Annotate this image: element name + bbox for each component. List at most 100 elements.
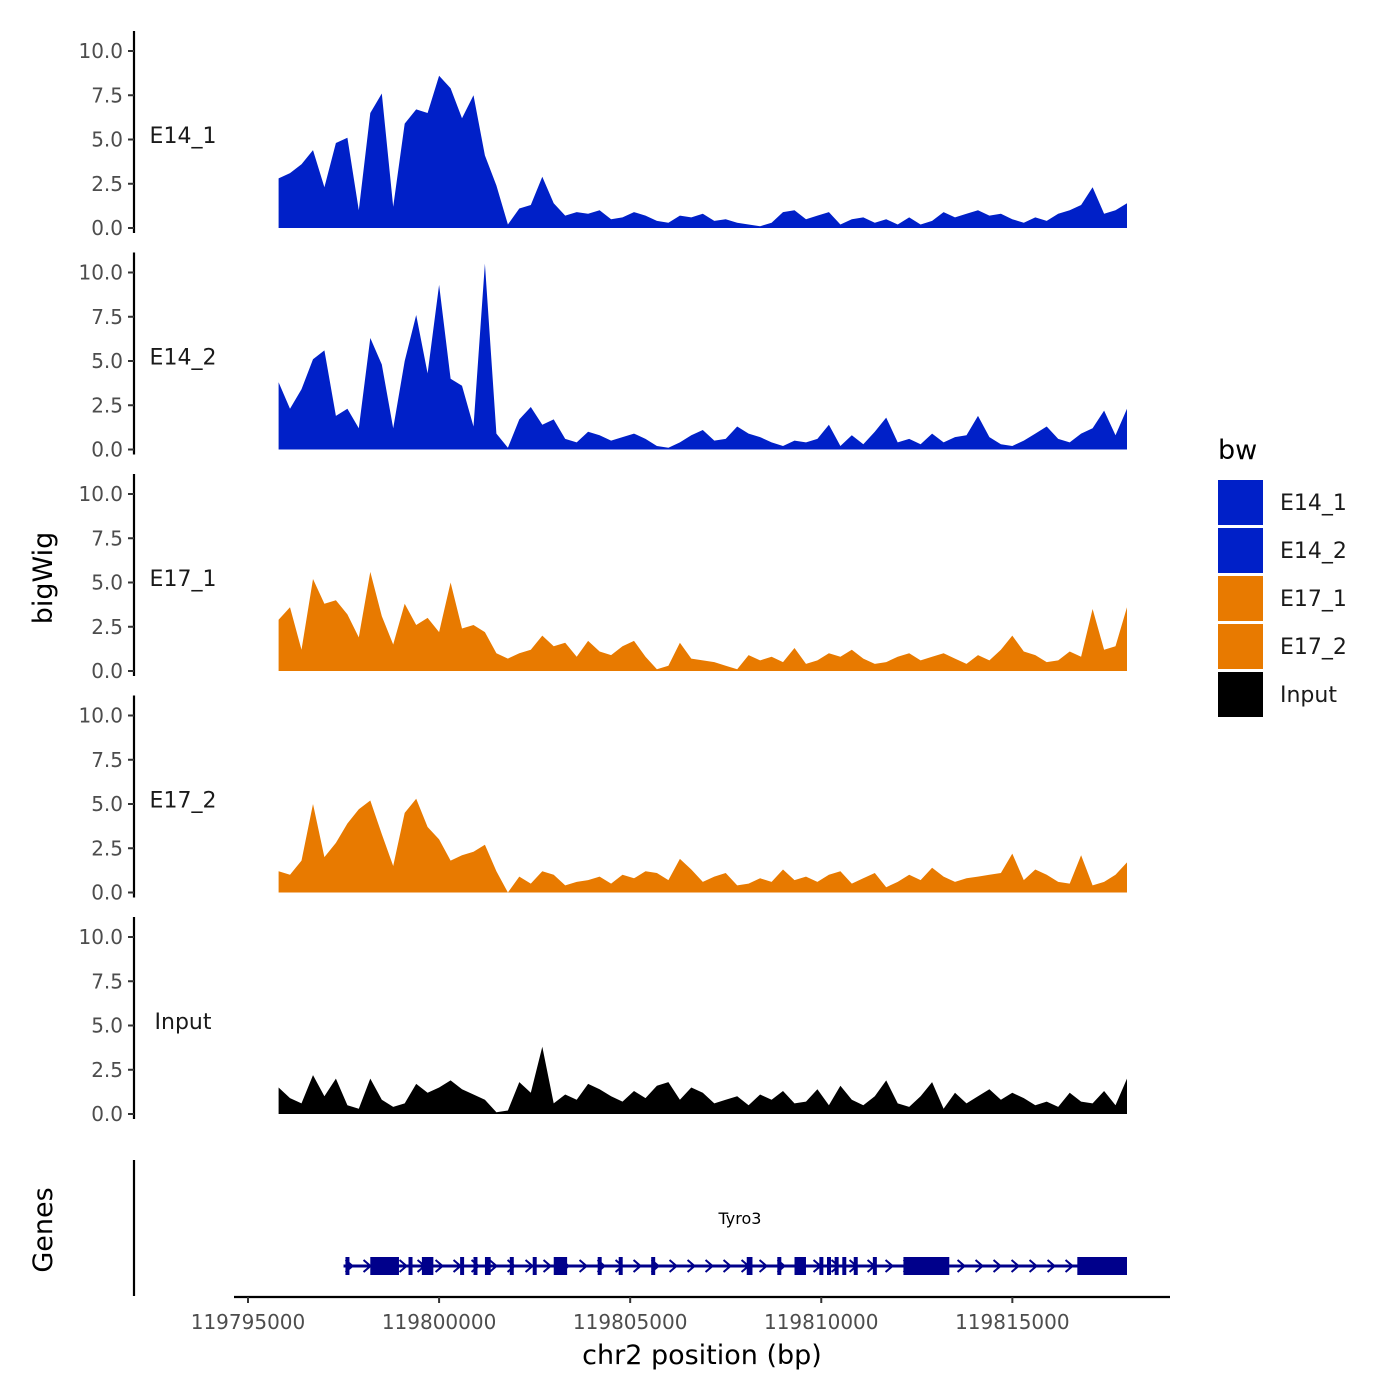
strand-arrow [956,1259,967,1273]
gene-exon [651,1257,656,1275]
legend-label-e17_2: E17_2 [1280,635,1347,660]
y-tick-label: 5.0 [91,349,123,373]
y-tick-label: 2.5 [91,836,123,860]
track-input: 0.0 2.5 5.0 7.5 10.0 Input [78,917,1128,1126]
gene-exon [618,1257,623,1275]
gene-exon [819,1257,824,1275]
legend-label-e17_1: E17_1 [1280,587,1347,612]
legend-swatch-e17_1 [1218,576,1263,621]
legend-title: bw [1218,435,1257,466]
genes-axis-title: Genes [28,1187,59,1272]
area-e17_2 [278,798,1128,893]
x-tick-label: 119800000 [382,1310,497,1334]
strand-arrow [974,1259,985,1273]
strand-arrow [488,1259,499,1273]
strand-arrow [542,1259,553,1273]
y-tick-label: 5.0 [91,792,123,816]
gene-exon [484,1257,491,1275]
y-tick-label: 5.0 [91,128,123,152]
strand-arrow [578,1259,589,1273]
gene-exon [842,1257,847,1275]
gene-exon [853,1257,858,1275]
legend: bw E14_1 E14_2 E17_1 E17_2 Input [1218,435,1347,717]
y-tick-label: 2.5 [91,393,123,417]
signal-tracks: 0.0 2.5 5.0 7.5 10.0 E14_1 0.0 2.5 5.0 7.5 10.0 E14… [78,31,1128,1126]
legend-label-e14_1: E14_1 [1280,491,1347,516]
y-tick-label: 10.0 [78,39,123,63]
strand-arrow [524,1259,535,1273]
gene-name-label: Tyro3 [718,1209,762,1228]
y-tick-label: 0.0 [91,659,123,683]
legend-swatch-e17_2 [1218,624,1263,669]
gene-exon [421,1257,434,1275]
strand-arrow [434,1259,445,1273]
gene-exon [473,1257,478,1275]
y-tick-label: 10.0 [78,482,123,506]
strand-arrow [1064,1259,1075,1273]
legend-swatch-e14_2 [1218,528,1263,573]
gene-exon [370,1257,399,1275]
y-tick-label: 2.5 [91,615,123,639]
legend-label-e14_2: E14_2 [1280,539,1347,564]
strand-arrow [668,1259,679,1273]
y-tick-label: 7.5 [91,83,123,107]
strand-arrow [1046,1259,1057,1273]
track-e14_1: 0.0 2.5 5.0 7.5 10.0 E14_1 [78,31,1128,240]
legend-swatch-e14_1 [1218,480,1263,525]
strand-arrow [704,1259,715,1273]
y-tick-label: 7.5 [91,748,123,772]
y-tick-label: 0.0 [91,881,123,905]
strand-arrow [884,1259,895,1273]
y-tick-label: 2.5 [91,172,123,196]
area-e14_2 [278,263,1128,450]
gene-exon [460,1257,465,1275]
track-e17_1: 0.0 2.5 5.0 7.5 10.0 E17_1 [78,474,1128,683]
strand-arrow [992,1259,1003,1273]
track-label: E14_1 [150,124,217,149]
gene-exon [532,1257,537,1275]
y-tick-label: 7.5 [91,305,123,329]
gene-exon [597,1257,602,1275]
gene-exon [509,1257,514,1275]
x-axis-title: chr2 position (bp) [582,1340,822,1371]
y-tick-label: 2.5 [91,1058,123,1082]
area-e14_1 [278,75,1128,228]
gene-exon [903,1257,950,1275]
y-tick-label: 0.0 [91,216,123,240]
gene-exon [1077,1257,1127,1275]
track-label: Input [155,1010,212,1035]
gene-exon [872,1257,877,1275]
track-label: E17_1 [150,567,217,592]
y-tick-label: 10.0 [78,704,123,728]
strand-arrow [1010,1259,1021,1273]
track-label: E17_2 [150,789,217,814]
legend-label-input: Input [1280,683,1337,708]
strand-arrow [632,1259,643,1273]
gene-exon [408,1257,413,1275]
y-tick-label: 7.5 [91,526,123,550]
area-e17_1 [278,571,1128,671]
y-tick-label: 10.0 [78,925,123,949]
gene-exon [345,1257,350,1275]
gene-exon [746,1257,753,1275]
x-axis: 119795000 119800000 119805000 119810000 1198… [191,1295,1170,1334]
area-input [278,1046,1128,1114]
gene-exon [826,1257,831,1275]
strand-arrow [686,1259,697,1273]
gene-exon [553,1257,568,1275]
track-e14_2: 0.0 2.5 5.0 7.5 10.0 E14_2 [78,252,1128,462]
gene-exon [794,1257,806,1275]
y-axis-title: bigWig [28,532,59,625]
legend-swatch-input [1218,672,1263,717]
y-tick-label: 7.5 [91,969,123,993]
y-tick-label: 10.0 [78,261,123,285]
gene-exon [777,1257,782,1275]
x-tick-label: 119815000 [955,1310,1070,1334]
x-tick-label: 119805000 [573,1310,688,1334]
track-e17_2: 0.0 2.5 5.0 7.5 10.0 E17_2 [78,695,1128,905]
y-tick-label: 5.0 [91,571,123,595]
y-tick-label: 0.0 [91,438,123,462]
x-tick-label: 119810000 [764,1310,879,1334]
track-label: E14_2 [150,346,217,371]
